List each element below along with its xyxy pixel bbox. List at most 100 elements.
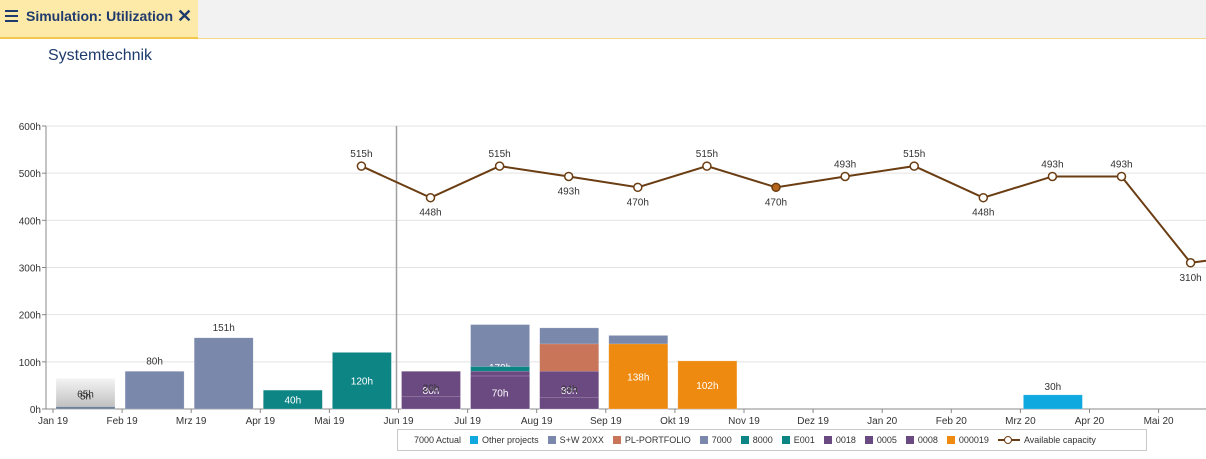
bar-segment bbox=[262, 389, 323, 410]
capacity-data-label: 470h bbox=[627, 197, 649, 208]
capacity-data-label: 448h bbox=[972, 208, 994, 219]
legend-label: 0018 bbox=[835, 435, 856, 445]
legend-label: 7000 bbox=[711, 435, 732, 445]
x-tick-label: Mrz 19 bbox=[176, 416, 207, 427]
capacity-line bbox=[360, 165, 1206, 264]
close-icon[interactable]: ✕ bbox=[177, 6, 193, 26]
page-title: Systemtechnik bbox=[48, 47, 153, 64]
y-tick-label: 0h bbox=[30, 405, 41, 416]
capacity-point bbox=[978, 192, 989, 203]
bar-segment bbox=[1023, 394, 1083, 410]
legend-item[interactable]: 0005 bbox=[864, 435, 897, 445]
bar-segment bbox=[470, 375, 530, 410]
capacity-point bbox=[356, 161, 367, 171]
legend-item[interactable]: PL-PORTFOLIO bbox=[612, 435, 691, 445]
legend-item[interactable]: 7000 Actual bbox=[414, 435, 461, 445]
x-tick-label: Aug 19 bbox=[521, 416, 553, 427]
legend-swatch bbox=[864, 436, 873, 444]
capacity-point bbox=[633, 182, 643, 193]
legend-label: Available capacity bbox=[1023, 435, 1096, 445]
y-tick-label: 400h bbox=[19, 216, 41, 227]
legend-item[interactable]: 0018 bbox=[823, 435, 856, 445]
bar-data-label: 70h bbox=[492, 388, 509, 399]
bar-segment bbox=[55, 406, 116, 410]
bar-data-label: 40h bbox=[284, 396, 301, 407]
capacity-data-label: 310h bbox=[1179, 273, 1201, 284]
capacity-data-label: 493h bbox=[1041, 159, 1063, 170]
menu-icon[interactable] bbox=[5, 10, 19, 24]
bar-data-label: 80h bbox=[561, 386, 578, 397]
legend-label: S+W 20XX bbox=[559, 435, 604, 445]
capacity-data-label: 470h bbox=[765, 197, 787, 208]
legend-swatch bbox=[946, 436, 955, 444]
bar-segment bbox=[332, 352, 392, 410]
y-tick-label: 100h bbox=[19, 358, 41, 369]
capacity-point bbox=[494, 161, 505, 171]
utilization-chart: 0h 100h 200h 300h 400h 500h 600h Jan 19 Feb 19 Mr… bbox=[19, 122, 1206, 427]
x-tick-label: Nov 19 bbox=[728, 416, 760, 427]
bar-data-label: 5h bbox=[80, 392, 91, 403]
y-tick-label: 600h bbox=[19, 122, 41, 133]
capacity-data-label: 515h bbox=[488, 149, 510, 160]
legend-item[interactable]: 7000 bbox=[699, 435, 732, 445]
x-tick-label: Jan 19 bbox=[38, 416, 68, 427]
bar-segment bbox=[124, 370, 185, 410]
y-tick-label: 500h bbox=[19, 169, 41, 180]
bar-segment bbox=[539, 397, 600, 410]
bar-data-label: 80h bbox=[423, 386, 440, 397]
x-tick-label: Mai 20 bbox=[1144, 416, 1174, 427]
x-tick-label: Jul 19 bbox=[454, 416, 481, 427]
capacity-data-label: 493h bbox=[834, 159, 856, 170]
x-tick-label: Feb 20 bbox=[936, 416, 968, 427]
legend-item[interactable]: 000019 bbox=[946, 435, 989, 445]
legend-label: 0008 bbox=[917, 435, 938, 445]
capacity-data-label: 515h bbox=[696, 149, 718, 160]
capacity-point bbox=[771, 182, 781, 193]
tab-simulation-utilization[interactable]: Simulation: Utilization ✕ bbox=[0, 0, 198, 39]
capacity-point bbox=[563, 171, 574, 182]
legend-swatch bbox=[547, 436, 556, 444]
bar-data-label: 102h bbox=[696, 381, 718, 392]
x-tick-label: Okt 19 bbox=[660, 416, 690, 427]
tab-bar: Simulation: Utilization ✕ bbox=[0, 0, 1206, 39]
bar-data-label: 80h bbox=[146, 356, 163, 367]
capacity-data-label: 493h bbox=[558, 186, 580, 197]
legend-item[interactable]: Available capacity bbox=[997, 435, 1096, 445]
legend-item[interactable]: E001 bbox=[781, 435, 815, 445]
y-tick-label: 300h bbox=[19, 264, 41, 275]
capacity-point bbox=[1047, 171, 1058, 182]
x-tick-label: Feb 19 bbox=[107, 416, 139, 427]
legend-label: 7000 Actual bbox=[414, 435, 462, 445]
legend-swatch bbox=[740, 436, 749, 444]
bar-segment bbox=[608, 343, 669, 410]
bar-segment bbox=[193, 337, 254, 410]
legend-item[interactable]: 8000 bbox=[740, 435, 773, 445]
capacity-data-label: 448h bbox=[419, 208, 441, 219]
legend-swatch bbox=[823, 436, 832, 444]
x-tick-label: Mai 19 bbox=[314, 416, 344, 427]
legend-swatch bbox=[905, 436, 914, 444]
legend-line-swatch bbox=[997, 435, 1020, 445]
chart-legend: 7000 Actual Other projects S+W 20XX PL-PORT… bbox=[397, 429, 1147, 451]
capacity-data-label: 515h bbox=[903, 149, 925, 160]
legend-swatch bbox=[470, 436, 479, 444]
x-tick-label: Sep 19 bbox=[590, 416, 622, 427]
x-tick-label: Apr 20 bbox=[1075, 416, 1105, 427]
bar-data-label: 30h bbox=[1045, 382, 1062, 393]
capacity-point bbox=[1116, 171, 1127, 182]
capacity-data-label: 493h bbox=[1110, 159, 1132, 170]
legend-label: Other projects bbox=[482, 435, 539, 445]
legend-swatch bbox=[781, 436, 790, 444]
legend-item[interactable]: Other projects bbox=[470, 435, 539, 445]
legend-label: PL-PORTFOLIO bbox=[624, 435, 691, 445]
capacity-data-label: 515h bbox=[350, 149, 372, 160]
capacity-point bbox=[840, 171, 850, 182]
bar-segment bbox=[401, 396, 461, 410]
legend-item[interactable]: S+W 20XX bbox=[547, 435, 604, 445]
legend-label: E001 bbox=[793, 435, 815, 445]
bar-data-label: 138h bbox=[627, 372, 649, 383]
capacity-point bbox=[909, 161, 919, 171]
legend-label: 0005 bbox=[876, 435, 897, 445]
legend-item[interactable]: 0008 bbox=[905, 435, 938, 445]
y-tick-label: 200h bbox=[19, 311, 41, 322]
